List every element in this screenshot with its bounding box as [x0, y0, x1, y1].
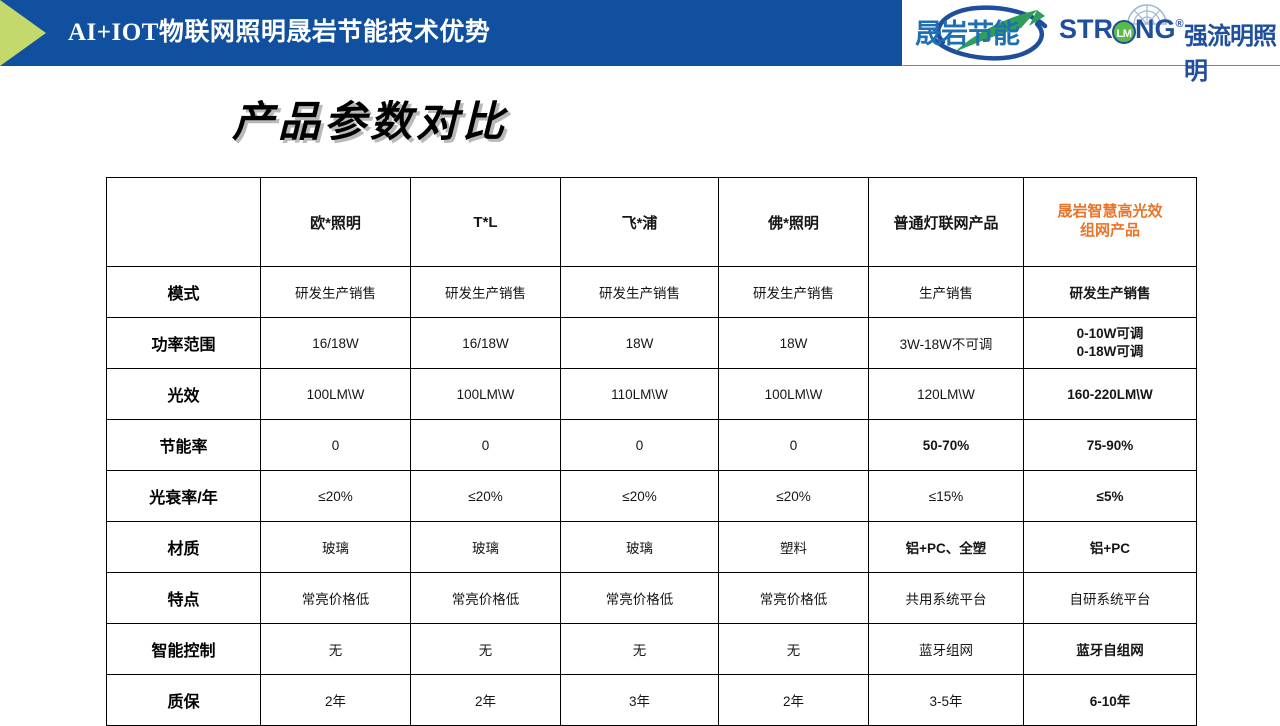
table-cell: 2年 [260, 674, 411, 726]
table-cell-highlight: 蓝牙自组网 [1023, 623, 1197, 675]
logo-brand-tail: NG [1135, 14, 1176, 44]
logo-brand-text: STR LM NG® [1059, 14, 1184, 45]
company-logo: 晟岩节能 STR LM NG® 强流明照明 [902, 0, 1280, 85]
table-cell: 100LM\W [260, 368, 411, 420]
table-cell: 16/18W [260, 317, 411, 369]
table-row: 质保 2年 2年 3年 2年 3-5年 6-10年 [106, 674, 1197, 726]
page-title: AI+IOT物联网照明晟岩节能技术优势 [68, 19, 491, 46]
swoosh-icon [932, 5, 1048, 61]
table-row-label: 节能率 [106, 419, 261, 471]
logo-chinese-name: 晟岩节能 [915, 19, 1020, 49]
comparison-table: 欧*照明 T*L 飞*浦 佛*照明 普通灯联网产品 晟岩智慧高光效 组网产品 模式 研发生产销售… [106, 177, 1197, 726]
fan-arc-icon [1127, 4, 1167, 25]
table-cell: 3年 [560, 674, 719, 726]
table-cell: 玻璃 [410, 521, 561, 573]
table-cell: 无 [560, 623, 719, 675]
table-cell: 18W [718, 317, 869, 369]
table-cell: 无 [260, 623, 411, 675]
table-cell: 研发生产销售 [410, 266, 561, 318]
table-cell: 玻璃 [260, 521, 411, 573]
table-cell: 110LM\W [560, 368, 719, 420]
table-cell-highlight: 6-10年 [1023, 674, 1197, 726]
table-header-cell-highlight: 晟岩智慧高光效 组网产品 [1023, 177, 1197, 267]
table-cell: 18W [560, 317, 719, 369]
table-header-cell: 佛*照明 [718, 177, 869, 267]
table-cell: 常亮价格低 [260, 572, 411, 624]
table-cell: 无 [410, 623, 561, 675]
table-row-label: 智能控制 [106, 623, 261, 675]
table-row-label: 材质 [106, 521, 261, 573]
header-blue-bar [0, 0, 902, 66]
table-cell: 玻璃 [560, 521, 719, 573]
table-cell: 常亮价格低 [410, 572, 561, 624]
table-cell: 3W-18W不可调 [868, 317, 1024, 369]
table-cell-highlight: ≤5% [1023, 470, 1197, 522]
table-row: 光效 100LM\W 100LM\W 110LM\W 100LM\W 120LM\W 160… [106, 368, 1197, 420]
table-cell: 无 [718, 623, 869, 675]
table-header-corner [106, 177, 261, 267]
table-cell: 0 [718, 419, 869, 471]
table-cell-highlight: 自研系统平台 [1023, 572, 1197, 624]
table-cell: 2年 [410, 674, 561, 726]
table-cell: 研发生产销售 [560, 266, 719, 318]
table-cell: 100LM\W [718, 368, 869, 420]
section-title: 产品参数对比 [232, 98, 509, 145]
table-row-label: 模式 [106, 266, 261, 318]
table-cell: 塑料 [718, 521, 869, 573]
table-cell: 铝+PC、全塑 [868, 521, 1024, 573]
table-cell-highlight: 75-90% [1023, 419, 1197, 471]
table-cell-highlight: 研发生产销售 [1023, 266, 1197, 318]
table-cell: 3-5年 [868, 674, 1024, 726]
registered-mark-icon: ® [1175, 18, 1184, 30]
table-cell: ≤20% [260, 470, 411, 522]
table-cell: 100LM\W [410, 368, 561, 420]
slide-header: AI+IOT物联网照明晟岩节能技术优势 晟岩节能 STR LM NG® 强流明照明 [0, 0, 1280, 85]
table-cell: 研发生产销售 [260, 266, 411, 318]
table-cell: ≤20% [410, 470, 561, 522]
table-cell-highlight: 160-220LM\W [1023, 368, 1197, 420]
table-row: 光衰率/年 ≤20% ≤20% ≤20% ≤20% ≤15% ≤5% [106, 470, 1197, 522]
table-header-cell: T*L [410, 177, 561, 267]
logo-suffix-text: 强流明照明 [1184, 23, 1277, 85]
table-cell: 蓝牙组网 [868, 623, 1024, 675]
table-row: 功率范围 16/18W 16/18W 18W 18W 3W-18W不可调 0-10W可调 0-… [106, 317, 1197, 369]
table-row-label: 光衰率/年 [106, 470, 261, 522]
table-header-cell: 普通灯联网产品 [868, 177, 1024, 267]
table-cell: 16/18W [410, 317, 561, 369]
table-header-row: 欧*照明 T*L 飞*浦 佛*照明 普通灯联网产品 晟岩智慧高光效 组网产品 [106, 177, 1197, 267]
comparison-table-wrapper: 欧*照明 T*L 飞*浦 佛*照明 普通灯联网产品 晟岩智慧高光效 组网产品 模式 研发生产销售… [106, 177, 1197, 726]
table-cell: 50-70% [868, 419, 1024, 471]
table-cell: 共用系统平台 [868, 572, 1024, 624]
table-row-label: 特点 [106, 572, 261, 624]
table-cell: 0 [560, 419, 719, 471]
logo-lm-badge: LM [1112, 20, 1136, 44]
logo-brand-prefix: STR [1059, 14, 1113, 44]
table-cell: 2年 [718, 674, 869, 726]
table-cell: 生产销售 [868, 266, 1024, 318]
table-cell: 120LM\W [868, 368, 1024, 420]
table-cell-highlight: 铝+PC [1023, 521, 1197, 573]
table-body: 欧*照明 T*L 飞*浦 佛*照明 普通灯联网产品 晟岩智慧高光效 组网产品 模式 研发生产销售… [106, 177, 1197, 726]
table-cell: 研发生产销售 [718, 266, 869, 318]
table-row: 特点 常亮价格低 常亮价格低 常亮价格低 常亮价格低 共用系统平台 自研系统平台 [106, 572, 1197, 624]
table-row: 智能控制无无无无蓝牙组网 蓝牙自组网 [106, 623, 1197, 675]
table-header-cell: 欧*照明 [260, 177, 411, 267]
table-cell: ≤20% [718, 470, 869, 522]
chevron-right-icon [0, 0, 46, 66]
table-cell: 常亮价格低 [560, 572, 719, 624]
table-cell-highlight: 0-10W可调 0-18W可调 [1023, 317, 1197, 369]
table-row-label: 质保 [106, 674, 261, 726]
table-cell: ≤15% [868, 470, 1024, 522]
table-row-label: 光效 [106, 368, 261, 420]
table-header-cell: 飞*浦 [560, 177, 719, 267]
table-row: 模式 研发生产销售 研发生产销售 研发生产销售 研发生产销售 生产销售 研发生产销售 [106, 266, 1197, 318]
table-row-label: 功率范围 [106, 317, 261, 369]
table-cell: 常亮价格低 [718, 572, 869, 624]
table-cell: 0 [410, 419, 561, 471]
table-row: 材质 玻璃 玻璃 玻璃 塑料 铝+PC、全塑 铝+PC [106, 521, 1197, 573]
table-cell: ≤20% [560, 470, 719, 522]
table-cell: 0 [260, 419, 411, 471]
table-row: 节能率 0 0 0 0 50-70% 75-90% [106, 419, 1197, 471]
